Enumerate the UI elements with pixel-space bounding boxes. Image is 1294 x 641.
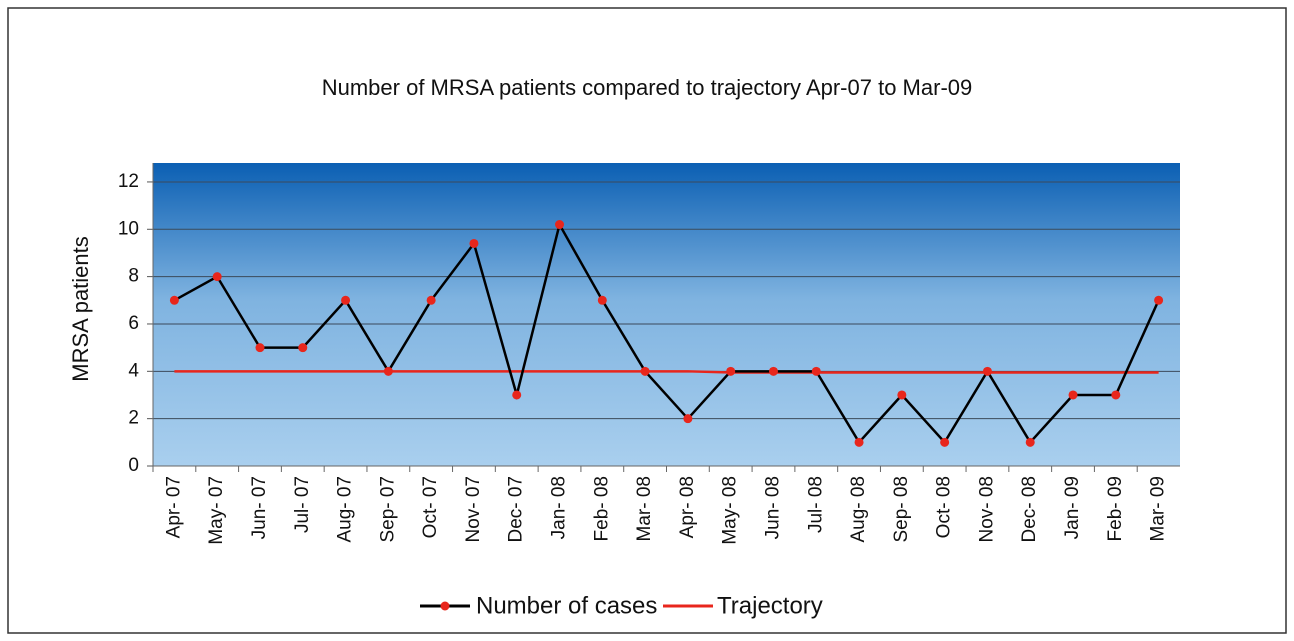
series-line — [173, 221, 1160, 445]
legend-label: Number of cases — [476, 592, 657, 619]
data-point — [1068, 390, 1078, 400]
series-line — [174, 370, 1159, 374]
data-point — [940, 437, 950, 447]
y-axis-label: MRSA patients — [68, 236, 93, 382]
x-tick-label: Sep- 08 — [891, 476, 912, 543]
y-tick-label: 0 — [128, 455, 139, 476]
x-tick-label: Feb- 09 — [1105, 476, 1126, 541]
x-tick-label: Aug- 08 — [848, 476, 869, 543]
data-point — [1025, 437, 1035, 447]
x-tick-label: Jun- 07 — [249, 476, 270, 539]
data-point — [426, 295, 436, 305]
x-tick-label: Apr- 07 — [163, 476, 184, 538]
x-tick-label: Oct- 08 — [934, 476, 955, 538]
data-point — [1154, 295, 1164, 305]
y-tick-label: 2 — [128, 408, 139, 429]
data-point — [768, 366, 778, 376]
data-point — [469, 238, 479, 248]
y-tick-label: 4 — [128, 360, 139, 381]
data-point — [982, 366, 992, 376]
data-point — [383, 366, 393, 376]
x-tick-label: Mar- 09 — [1148, 476, 1169, 541]
x-tick-label: Feb- 08 — [591, 476, 612, 541]
legend-marker — [440, 601, 450, 611]
data-point — [726, 366, 736, 376]
x-tick-label: Dec- 08 — [1019, 476, 1040, 543]
x-tick-label: May- 08 — [720, 476, 741, 545]
data-point — [555, 220, 565, 230]
chart-title: Number of MRSA patients compared to traj… — [322, 75, 973, 100]
legend: Number of cases Trajectory — [420, 592, 823, 619]
x-tick-label: Jan- 08 — [549, 476, 570, 539]
x-tick-label: Dec- 07 — [506, 476, 527, 543]
x-tick-label: Nov- 07 — [463, 476, 484, 543]
x-tick-label: Sep- 07 — [377, 476, 398, 543]
data-point — [1111, 390, 1121, 400]
x-tick-label: Mar- 08 — [634, 476, 655, 541]
data-point — [512, 390, 522, 400]
x-tick-label: Jul- 08 — [805, 476, 826, 533]
y-tick-label: 6 — [128, 313, 139, 334]
data-point — [212, 272, 222, 282]
data-point — [169, 295, 179, 305]
x-tick-label: Oct- 07 — [420, 476, 441, 538]
y-tick-label: 8 — [128, 266, 139, 287]
data-point — [341, 295, 351, 305]
x-tick-label: Jan- 09 — [1062, 476, 1083, 539]
data-point — [597, 295, 607, 305]
data-point — [298, 343, 308, 353]
x-tick-label: May- 07 — [206, 476, 227, 545]
data-point — [255, 343, 265, 353]
x-tick-label: Jun- 08 — [762, 476, 783, 539]
y-tick-label: 12 — [118, 171, 139, 192]
x-tick-label: Nov- 08 — [976, 476, 997, 543]
plot-area: 0 2 4 6 8 10 12 Apr- 07 May- 07 Jun- 07 Jul- 07 Aug… — [118, 163, 1180, 545]
data-point — [683, 414, 693, 424]
y-tick-label: 10 — [118, 218, 139, 239]
data-point — [854, 437, 864, 447]
data-point — [811, 366, 821, 376]
x-tick-label: Aug- 07 — [335, 476, 356, 543]
plot-background — [153, 163, 1180, 466]
x-tick-label: Apr- 08 — [677, 476, 698, 538]
x-tick-label: Jul- 07 — [292, 476, 313, 533]
data-point — [897, 390, 907, 400]
data-point — [640, 366, 650, 376]
legend-label: Trajectory — [717, 592, 823, 619]
